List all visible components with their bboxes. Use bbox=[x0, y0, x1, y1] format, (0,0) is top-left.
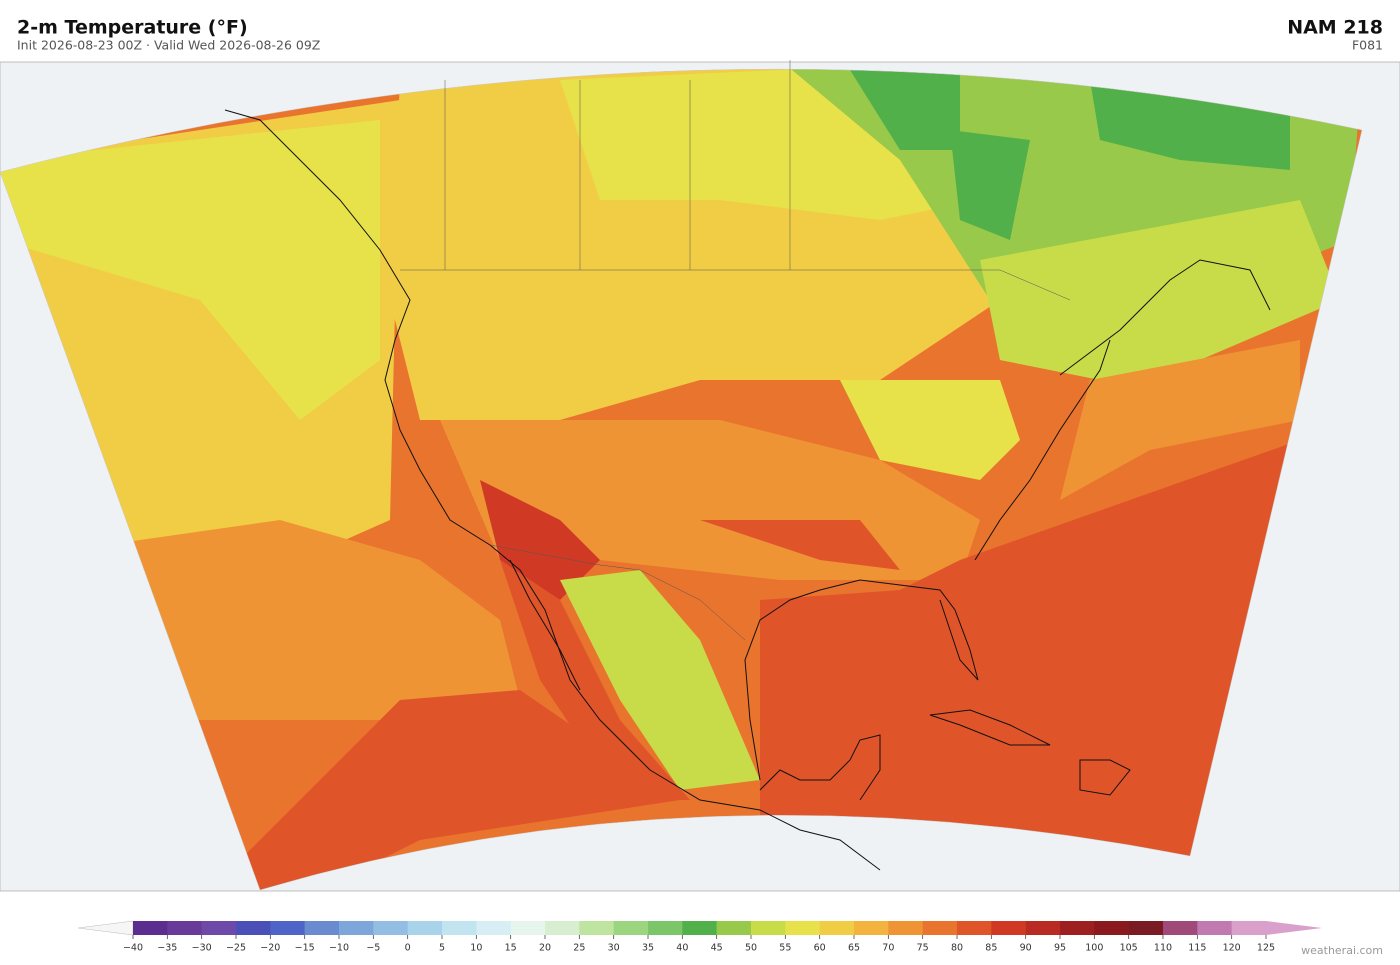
credit: weatherai.com bbox=[1301, 944, 1383, 957]
colorbar-bin bbox=[1163, 921, 1198, 935]
colorbar-tick-label: 100 bbox=[1085, 943, 1103, 954]
model-name: NAM 218 bbox=[1287, 17, 1383, 39]
colorbar-bin bbox=[476, 921, 511, 935]
colorbar-bin bbox=[888, 921, 923, 935]
colorbar-bin bbox=[1231, 921, 1267, 935]
colorbar-tick-label: −15 bbox=[295, 943, 315, 954]
colorbar: −40 −35 −30 −25 −20 −15 −10 −5 0 5 10 15 20 25 30 35 40 4… bbox=[77, 920, 1322, 954]
colorbar-bin bbox=[1128, 921, 1164, 935]
colorbar-bin bbox=[682, 921, 717, 935]
colorbar-bin bbox=[270, 921, 305, 935]
coastlines bbox=[224, 109, 1271, 871]
colorbar-bin bbox=[304, 921, 340, 935]
colorbar-bin bbox=[201, 921, 237, 935]
colorbar-bin bbox=[407, 921, 443, 935]
colorbar-tick-label: 5 bbox=[439, 943, 445, 954]
colorbar-tick-label: −10 bbox=[329, 943, 349, 954]
colorbar-bin bbox=[545, 921, 580, 935]
colorbar-tick-label: 65 bbox=[848, 943, 860, 954]
colorbar-tick-label: −30 bbox=[192, 943, 212, 954]
colorbar-tick-label: 25 bbox=[573, 943, 585, 954]
colorbar-bin bbox=[991, 921, 1026, 935]
colorbar-tick-label: 0 bbox=[405, 943, 411, 954]
colorbar-tick-label: 20 bbox=[539, 943, 551, 954]
colorbar-bin bbox=[373, 921, 408, 935]
colorbar-extend-high bbox=[1266, 921, 1322, 935]
colorbar-tick-label: 110 bbox=[1154, 943, 1172, 954]
colorbar-bin bbox=[785, 921, 820, 935]
colorbar-tick-label: 95 bbox=[1054, 943, 1066, 954]
colorbar-tick-label: 115 bbox=[1188, 943, 1206, 954]
title: 2-m Temperature (°F) bbox=[17, 17, 248, 39]
colorbar-tick-label: 90 bbox=[1020, 943, 1032, 954]
colorbar-bin bbox=[442, 921, 477, 935]
colorbar-bin bbox=[819, 921, 855, 935]
colorbar-tick-label: 80 bbox=[951, 943, 963, 954]
colorbar-tick-label: −35 bbox=[157, 943, 177, 954]
colorbar-bin bbox=[579, 921, 614, 935]
colorbar-bin bbox=[1197, 921, 1232, 935]
colorbar-bin bbox=[922, 921, 958, 935]
colorbar-bin bbox=[613, 921, 649, 935]
colorbar-tick-label: 55 bbox=[779, 943, 791, 954]
colorbar-tick-label: 30 bbox=[608, 943, 620, 954]
colorbar-bin bbox=[648, 921, 683, 935]
colorbar-bin bbox=[751, 921, 786, 935]
temperature-field bbox=[0, 69, 1362, 891]
colorbar-tick-label: 125 bbox=[1257, 943, 1275, 954]
colorbar-bin bbox=[1094, 921, 1129, 935]
colorbar-tick-label: 45 bbox=[711, 943, 723, 954]
colorbar-tick-label: 85 bbox=[985, 943, 997, 954]
colorbar-tick-label: 40 bbox=[676, 943, 688, 954]
colorbar-tick-label: 105 bbox=[1120, 943, 1138, 954]
colorbar-extend-low bbox=[77, 920, 134, 936]
colorbar-tick-label: −40 bbox=[123, 943, 143, 954]
colorbar-bin bbox=[716, 921, 752, 935]
colorbar-bin bbox=[957, 921, 992, 935]
colorbar-bin bbox=[167, 921, 202, 935]
colorbar-bin bbox=[510, 921, 546, 935]
colorbar-tick-label: 50 bbox=[745, 943, 757, 954]
colorbar-tick-label: 60 bbox=[814, 943, 826, 954]
colorbar-bin bbox=[1060, 921, 1095, 935]
colorbar-tick-label: 10 bbox=[470, 943, 482, 954]
colorbar-tick-label: 15 bbox=[505, 943, 517, 954]
colorbar-tick-label: 70 bbox=[882, 943, 894, 954]
colorbar-tick-label: −5 bbox=[366, 943, 380, 954]
colorbar-bin bbox=[133, 921, 168, 935]
colorbar-tick-label: 120 bbox=[1223, 943, 1241, 954]
forecast-hour: F081 bbox=[1352, 38, 1383, 53]
colorbar-tick-label: −20 bbox=[260, 943, 280, 954]
colorbar-tick-label: 75 bbox=[917, 943, 929, 954]
subtitle: Init 2026-08-23 00Z · Valid Wed 2026-08-… bbox=[17, 38, 320, 53]
colorbar-tick-label: −25 bbox=[226, 943, 246, 954]
borders bbox=[400, 60, 1071, 641]
colorbar-bin bbox=[854, 921, 889, 935]
colorbar-bin bbox=[1025, 921, 1061, 935]
colorbar-bin bbox=[236, 921, 271, 935]
colorbar-tick-label: 35 bbox=[642, 943, 654, 954]
colorbar-bin bbox=[339, 921, 374, 935]
